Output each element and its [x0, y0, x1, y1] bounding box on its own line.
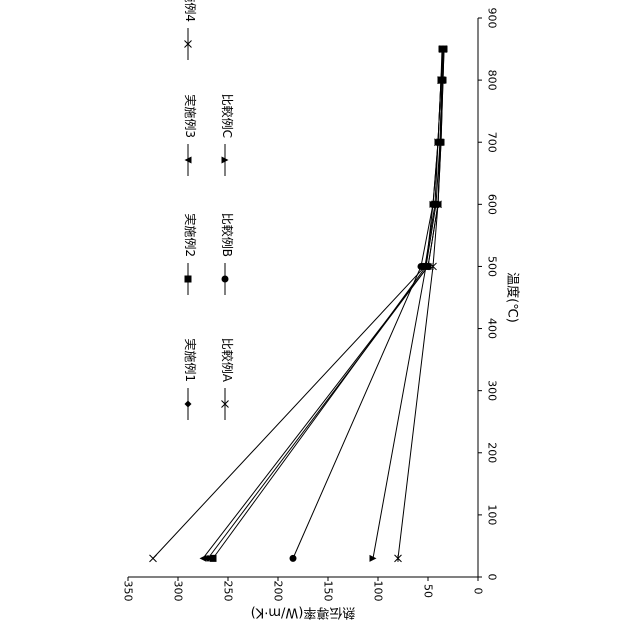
legend-label: 比較例B	[220, 213, 235, 257]
legend-label: 比較例A	[220, 338, 235, 383]
series-line-6	[293, 49, 443, 558]
x-tick-label: 300	[486, 380, 499, 401]
y-tick-label: 200	[272, 581, 285, 602]
legend-marker	[222, 401, 229, 408]
legend-marker	[185, 401, 192, 408]
legend-entry: 比較例B	[220, 213, 235, 295]
legend-marker	[222, 276, 229, 283]
series-line-2	[213, 49, 443, 558]
x-axis-title: 温度(℃)	[505, 272, 521, 323]
series-6-point	[290, 555, 297, 562]
series-line-3	[203, 49, 444, 558]
legend-label: 実施例4	[183, 0, 198, 22]
x-tick-label: 0	[486, 574, 499, 581]
series-4-point	[150, 555, 157, 562]
legend: 実施例1 実施例2 実施例3 実施例4 比較例A 比較例B 比較例C	[183, 0, 235, 420]
y-tick-label: 150	[322, 581, 335, 602]
legend-entry: 比較例A	[220, 338, 235, 420]
y-axis-title: 熱伝導率(W/m·K)	[251, 605, 356, 621]
x-tick-label: 600	[486, 194, 499, 215]
x-tick-label: 900	[486, 8, 499, 29]
legend-label: 実施例2	[183, 213, 198, 257]
legend-entry: 実施例2	[183, 213, 198, 295]
x-tick-label: 400	[486, 318, 499, 339]
y-tick-label: 50	[422, 584, 435, 598]
x-tick-label: 200	[486, 442, 499, 463]
legend-entry: 実施例4	[183, 0, 198, 60]
series-2-point	[210, 555, 217, 562]
legend-entry: 比較例C	[220, 94, 235, 176]
x-tick-label: 100	[486, 504, 499, 525]
legend-label: 実施例1	[183, 338, 198, 382]
y-tick-label: 100	[372, 581, 385, 602]
legend-entry: 実施例1	[183, 338, 198, 420]
legend-label: 実施例3	[183, 94, 198, 138]
x-tick-label: 500	[486, 256, 499, 277]
x-tick-label: 700	[486, 132, 499, 153]
y-tick-label: 250	[222, 581, 235, 602]
series-3-point	[200, 555, 207, 562]
legend-marker	[185, 276, 192, 283]
y-tick-label: 350	[122, 581, 135, 602]
series-5-point	[395, 555, 402, 562]
y-tick-label: 0	[472, 588, 485, 595]
x-tick-label: 800	[486, 70, 499, 91]
legend-entry: 実施例3	[183, 94, 198, 176]
y-tick-label: 300	[172, 581, 185, 602]
legend-label: 比較例C	[220, 94, 235, 138]
